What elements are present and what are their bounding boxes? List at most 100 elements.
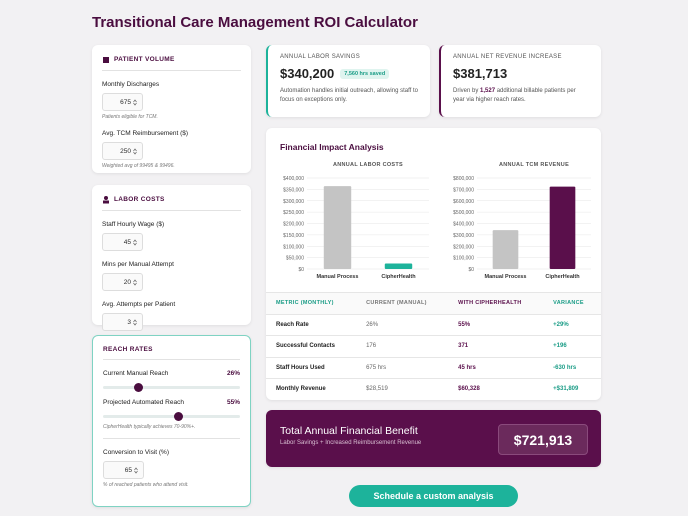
metrics-table: METRIC (MONTHLY) CURRENT (MANUAL) WITH CIP…: [266, 292, 601, 400]
y-tick-label: $50,000: [286, 256, 304, 262]
table-cell: +$31,809: [543, 378, 601, 400]
y-tick-label: $700,000: [453, 187, 474, 193]
panel-heading-text: REACH RATES: [103, 346, 153, 353]
field-note: Weighted avg of 99495 & 99496.: [102, 163, 175, 169]
patient-volume-panel: PATIENT VOLUME Monthly Discharges 675 Patie…: [92, 45, 251, 173]
x-tick-label: Manual Process: [317, 274, 359, 280]
table-cell: Reach Rate: [266, 314, 357, 336]
y-tick-label: $200,000: [283, 222, 304, 228]
field-note: % of reached patients who attend visit.: [103, 482, 189, 488]
slider-value: 55%: [226, 399, 240, 406]
input-value: 250: [120, 147, 131, 155]
field-label: Conversion to Visit (%): [103, 449, 240, 456]
panel-heading-text: LABOR COSTS: [114, 196, 165, 203]
field-label-text: Mins per Manual Attempt: [102, 261, 174, 268]
number-input[interactable]: 65: [103, 461, 144, 479]
y-tick-label: $300,000: [283, 199, 304, 205]
field-label: Avg. TCM Reimbursement ($): [102, 130, 241, 137]
table-cell: 371: [448, 335, 544, 358]
highlight: 1,527: [480, 88, 496, 94]
field-label-text: Avg. Attempts per Patient: [102, 301, 176, 308]
panel-heading: REACH RATES: [103, 346, 240, 360]
input-value: 20: [123, 278, 131, 286]
input-value: 45: [123, 238, 131, 246]
field-label: Monthly Discharges: [102, 81, 241, 88]
y-tick-label: $400,000: [453, 222, 474, 228]
table-header-row: METRIC (MONTHLY) CURRENT (MANUAL) WITH CIP…: [266, 292, 601, 315]
table-cell: Successful Contacts: [266, 335, 357, 358]
panel-icon: [103, 57, 109, 63]
benefit-value: $721,913: [498, 424, 588, 455]
revenue-chart: ANNUAL TCM REVENUE $0 $100,000 $200,000 $300…: [453, 162, 591, 280]
field-label: Projected Automated Reach 55%: [103, 399, 240, 406]
card-badge: 7,560 hrs saved: [340, 68, 390, 79]
field-label: Current Manual Reach 26%: [103, 370, 240, 377]
number-input[interactable]: 250: [102, 142, 143, 160]
y-tick-label: $250,000: [283, 210, 304, 216]
y-tick-label: $100,000: [453, 256, 474, 262]
table-row: Monthly Revenue $28,519 $60,328 +$31,809: [266, 378, 601, 400]
field-label-text: Avg. TCM Reimbursement ($): [102, 130, 189, 137]
chart-title: ANNUAL TCM REVENUE: [499, 162, 569, 168]
input-value: 675: [120, 98, 131, 106]
slider-thumb[interactable]: [173, 412, 183, 421]
slider-thumb[interactable]: [134, 383, 144, 392]
field-label: Avg. Attempts per Patient: [102, 301, 241, 308]
spinner-icon: [133, 238, 137, 246]
y-tick-label: $100,000: [283, 244, 304, 250]
text: additional billable patients per year vi…: [453, 88, 576, 103]
field-note: Patients eligible for TCM.: [102, 114, 158, 120]
table-cell: -630 hrs: [543, 357, 601, 379]
number-input[interactable]: 675: [102, 93, 143, 111]
labor-savings-card: ANNUAL LABOR SAVINGS $340,200 7,560 hrs s…: [266, 45, 430, 117]
spinner-icon: [133, 278, 137, 286]
field-label: Staff Hourly Wage ($): [102, 221, 241, 228]
table-cell: $60,328: [448, 378, 544, 400]
input-value: 3: [127, 318, 131, 326]
cta-button[interactable]: Schedule a custom analysis: [349, 485, 518, 507]
y-tick-label: $200,000: [453, 244, 474, 250]
metrics-table-wrap: METRIC (MONTHLY) CURRENT (MANUAL) WITH CIP…: [266, 292, 601, 400]
input-value: 65: [124, 466, 132, 474]
field-label-text: Conversion to Visit (%): [103, 449, 169, 456]
y-tick-label: $300,000: [453, 233, 474, 239]
card-title: ANNUAL LABOR SAVINGS: [280, 54, 361, 60]
card-text: Automation handles initial outreach, all…: [280, 88, 418, 103]
table-header-cell: METRIC (MONTHLY): [266, 292, 357, 315]
impact-title: Financial Impact Analysis: [280, 142, 384, 152]
table-cell: Staff Hours Used: [266, 357, 357, 379]
x-tick-label: Manual Process: [485, 274, 527, 280]
bar: [384, 263, 413, 269]
number-input[interactable]: 3: [102, 313, 143, 331]
panel-heading: LABOR COSTS: [102, 195, 241, 211]
labor-cost-chart: ANNUAL LABOR COSTS $0 $50,000 $100,000 $150,…: [283, 162, 429, 280]
x-tick-label: CipherHealth: [545, 274, 580, 280]
panel-heading-text: PATIENT VOLUME: [114, 56, 175, 63]
y-tick-label: $0: [468, 267, 474, 273]
table-row: Staff Hours Used 675 hrs 45 hrs -630 hrs: [266, 357, 601, 379]
field-note: CipherHealth typically achieves 70-90%+.: [103, 424, 196, 430]
table-cell: Monthly Revenue: [266, 378, 357, 400]
panel-heading: PATIENT VOLUME: [102, 55, 241, 71]
y-tick-label: $0: [298, 267, 304, 273]
y-tick-label: $800,000: [453, 176, 474, 182]
table-cell: 45 hrs: [448, 357, 544, 379]
table-cell: 675 hrs: [356, 357, 449, 379]
y-tick-label: $400,000: [283, 176, 304, 182]
spinner-icon: [133, 98, 137, 106]
table-cell: +196: [543, 335, 601, 358]
labor-costs-panel: LABOR COSTS Staff Hourly Wage ($) 45 Mins p…: [92, 185, 251, 331]
number-input[interactable]: 20: [102, 273, 143, 291]
card-value: $340,200: [280, 66, 335, 81]
benefit-title: Total Annual Financial Benefit: [280, 425, 418, 437]
x-tick-label: CipherHealth: [381, 274, 416, 280]
table-cell: +29%: [543, 314, 601, 336]
table-cell: 26%: [356, 314, 449, 336]
table-row: Successful Contacts 176 371 +196: [266, 335, 601, 358]
divider: [103, 438, 240, 439]
number-input[interactable]: 45: [102, 233, 143, 251]
impact-card: Financial Impact Analysis ANNUAL LABOR C…: [266, 128, 601, 400]
bar: [323, 186, 352, 269]
bar: [549, 186, 576, 269]
spinner-icon: [133, 147, 137, 155]
